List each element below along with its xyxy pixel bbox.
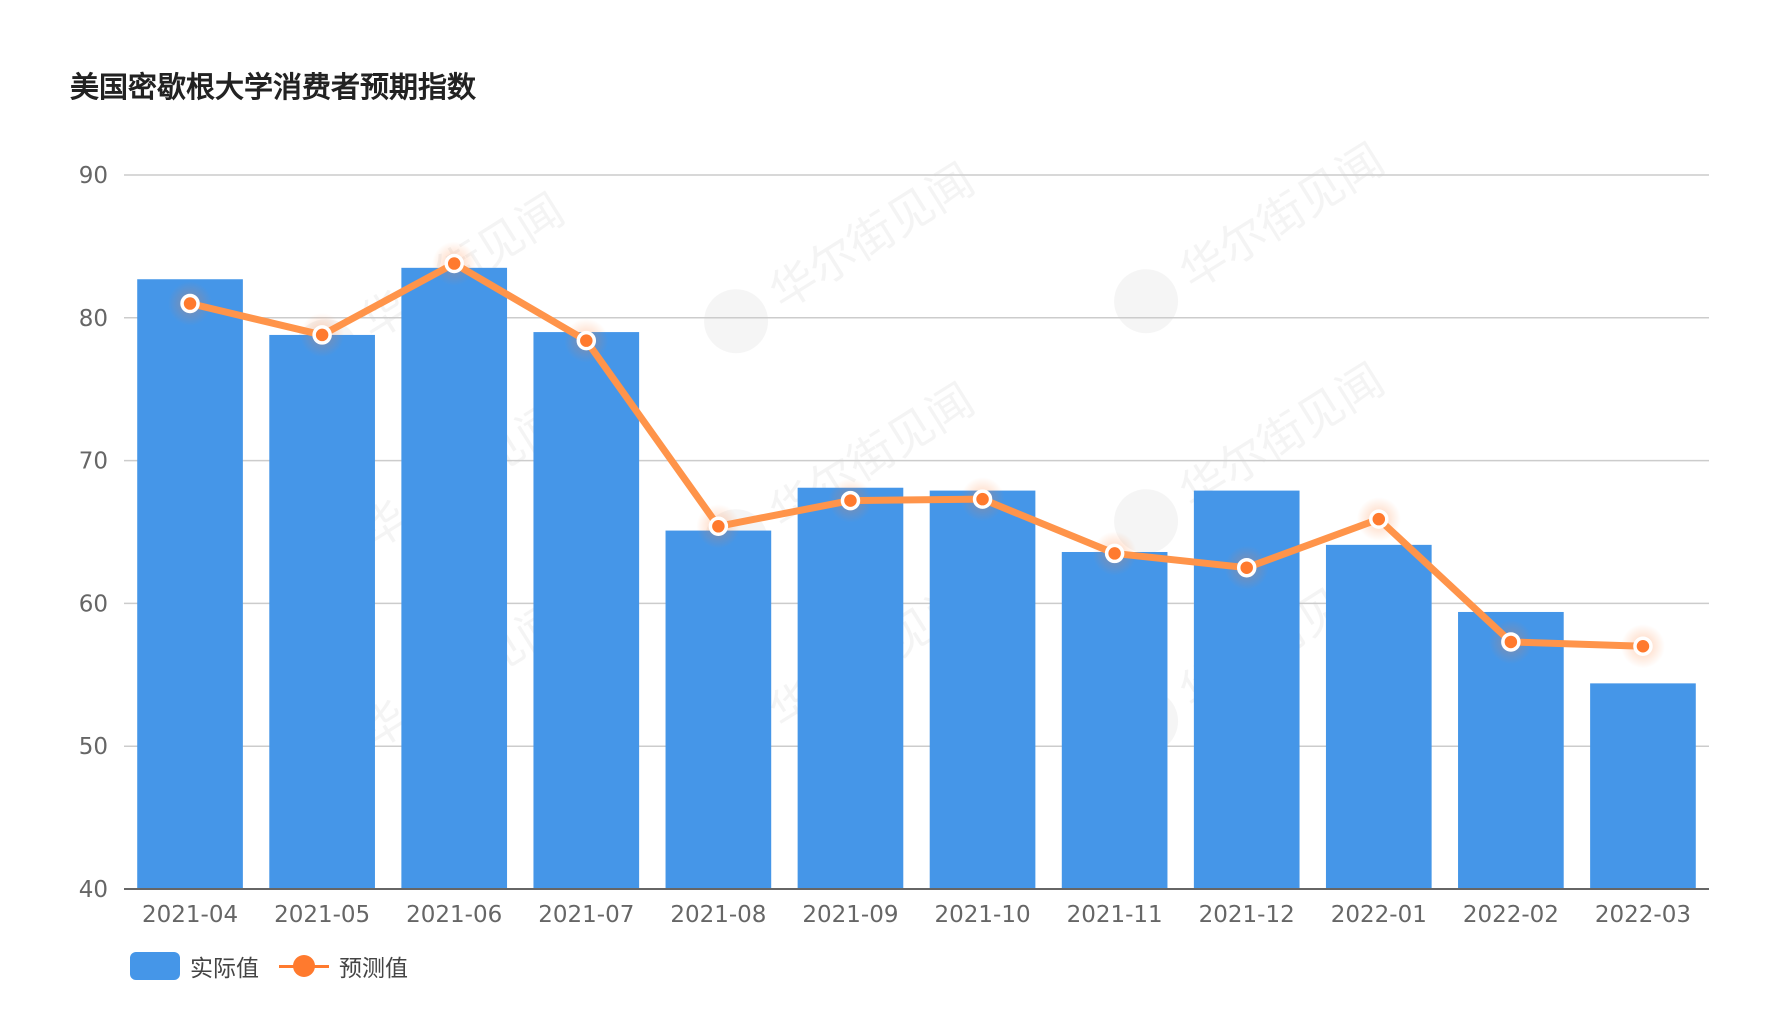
x-tick-label: 2021-10 — [934, 902, 1030, 928]
bar[interactable] — [797, 487, 904, 889]
x-tick-label: 2021-08 — [670, 902, 766, 928]
bar[interactable] — [665, 530, 772, 889]
forecast-point[interactable] — [180, 293, 200, 314]
bar[interactable] — [401, 267, 508, 889]
x-tick-label: 2021-06 — [406, 902, 502, 928]
bar[interactable] — [929, 490, 1036, 889]
watermark: 华尔街见闻 — [704, 153, 984, 354]
forecast-point[interactable] — [576, 330, 597, 351]
svg-text:华尔街见闻: 华尔街见闻 — [760, 153, 984, 321]
svg-text:华尔街见闻: 华尔街见闻 — [1170, 133, 1394, 301]
forecast-point[interactable] — [840, 490, 861, 511]
y-tick-label: 70 — [79, 449, 108, 475]
forecast-point[interactable] — [708, 516, 729, 537]
x-tick-label: 2021-11 — [1067, 902, 1163, 928]
y-tick-label: 80 — [79, 306, 108, 332]
forecast-point[interactable] — [1501, 632, 1521, 652]
x-tick-label: 2021-04 — [142, 902, 238, 928]
forecast-point[interactable] — [1104, 543, 1125, 564]
bar[interactable] — [269, 334, 375, 889]
x-tick-label: 2022-02 — [1463, 902, 1559, 928]
x-axis: 2021-04 2021-05 2021-06 2021-07 2021-08 2021-… — [124, 888, 1709, 928]
forecast-point[interactable] — [972, 489, 993, 509]
bar[interactable] — [533, 332, 640, 890]
legend-label-actual: 实际值 — [190, 956, 259, 982]
bar[interactable] — [137, 279, 243, 889]
watermark-logo-icon — [1114, 489, 1179, 554]
y-tick-label: 90 — [79, 163, 108, 189]
forecast-point[interactable] — [1369, 509, 1389, 529]
bar-series-actual — [137, 267, 1696, 890]
bar[interactable] — [1061, 551, 1168, 889]
bar-swatch-icon — [130, 952, 180, 980]
x-tick-label: 2021-07 — [538, 902, 634, 928]
y-tick-label: 60 — [79, 591, 108, 617]
x-tick-label: 2021-05 — [274, 902, 370, 928]
forecast-point[interactable] — [1236, 557, 1257, 578]
forecast-point[interactable] — [1633, 636, 1653, 656]
bar[interactable] — [1590, 683, 1696, 889]
bar[interactable] — [1325, 544, 1432, 889]
y-tick-label: 40 — [79, 877, 108, 903]
chart-title: 美国密歇根大学消费者预期指数 — [70, 70, 477, 104]
forecast-point[interactable] — [444, 253, 464, 274]
y-tick-label: 50 — [79, 734, 108, 760]
grid-lines — [124, 174, 1709, 747]
forecast-line — [189, 260, 1644, 650]
legend-item-actual[interactable]: 实际值 — [130, 949, 259, 983]
x-tick-label: 2021-09 — [802, 902, 898, 928]
watermark: 华尔街见闻 — [1114, 133, 1394, 334]
legend-label-forecast: 预测值 — [339, 956, 408, 982]
line-series-forecast — [168, 241, 1665, 669]
line-dot-swatch-icon — [279, 952, 329, 980]
legend: 实际值 预测值 — [130, 950, 418, 982]
x-tick-label: 2022-01 — [1331, 902, 1427, 928]
x-tick-label: 2022-03 — [1595, 902, 1691, 928]
legend-item-forecast[interactable]: 预测值 — [279, 949, 408, 983]
watermark-logo-icon — [704, 289, 769, 354]
forecast-point[interactable] — [312, 325, 332, 345]
x-tick-label: 2021-12 — [1199, 902, 1295, 928]
watermark-logo-icon — [1114, 269, 1179, 334]
y-axis: 40 50 60 70 80 90 — [79, 163, 108, 903]
